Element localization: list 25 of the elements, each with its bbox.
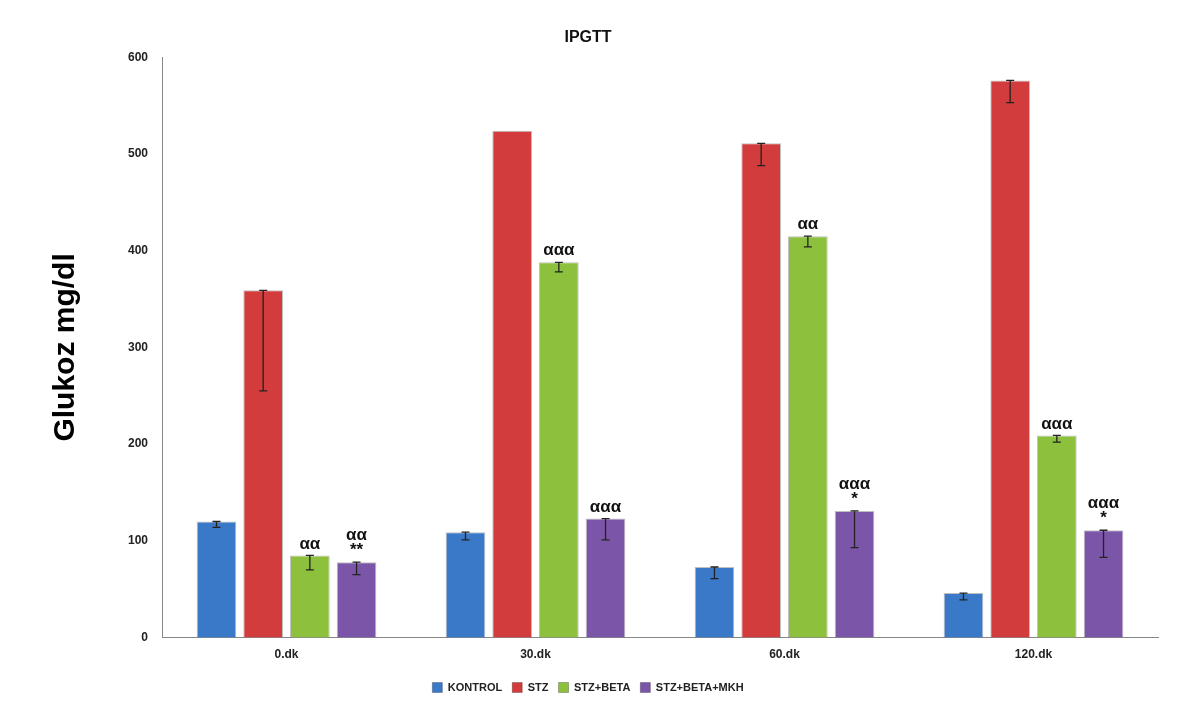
y-tick-label: 600 bbox=[127, 49, 149, 64]
data-label: αα bbox=[299, 533, 321, 553]
x-tick-label: 30.dk bbox=[520, 647, 552, 662]
y-tick-label: 500 bbox=[127, 146, 149, 161]
data-label: ααα bbox=[1041, 413, 1074, 433]
data-label: ααα * bbox=[838, 474, 871, 509]
y-tick-label: 200 bbox=[127, 436, 149, 451]
data-label: ααα * bbox=[1087, 493, 1120, 528]
legend-label: STZ+BETA+MKH bbox=[655, 680, 744, 693]
x-tick-label: 120.dk bbox=[1014, 647, 1053, 662]
data-label: ααα bbox=[543, 240, 576, 260]
x-tick-label: 60.dk bbox=[769, 647, 801, 662]
data-label: αα bbox=[797, 214, 819, 234]
legend-label: STZ bbox=[527, 680, 549, 693]
y-tick-label: 100 bbox=[127, 533, 149, 548]
y-tick-label: 300 bbox=[127, 339, 149, 354]
legend-label: KONTROL bbox=[447, 680, 503, 693]
y-tick-label: 0 bbox=[141, 629, 149, 644]
y-axis-title: Glukoz mg/dl bbox=[47, 253, 81, 442]
y-tick-label: 400 bbox=[127, 242, 149, 257]
x-tick-label: 0.dk bbox=[274, 647, 299, 662]
data-label: ααα bbox=[589, 496, 622, 516]
legend-label: STZ+BETA bbox=[574, 680, 631, 693]
chart-title: IPGTT bbox=[564, 28, 612, 46]
data-label: αα ** bbox=[346, 525, 368, 560]
